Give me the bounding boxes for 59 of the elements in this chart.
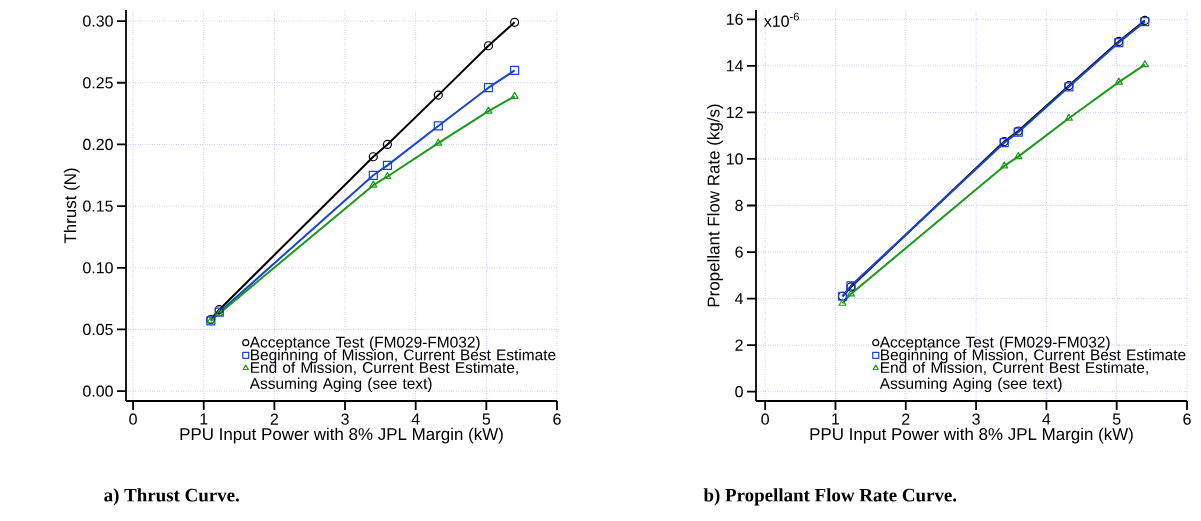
x-tick-label: 4 bbox=[411, 413, 420, 425]
point bbox=[434, 138, 443, 146]
point bbox=[382, 160, 393, 171]
x-tick-label: 4 bbox=[1042, 413, 1051, 425]
point bbox=[369, 180, 378, 188]
x-tick-label: 3 bbox=[972, 413, 980, 425]
point bbox=[1000, 161, 1009, 169]
y-tick-label: 0 bbox=[735, 386, 743, 398]
x-tick-label: 6 bbox=[553, 413, 561, 425]
x-tick-label: 1 bbox=[832, 413, 840, 425]
point bbox=[510, 17, 520, 27]
point bbox=[433, 121, 443, 131]
x-axis-title: PPU Input Power with 8% JPL Margin (kW) bbox=[810, 427, 1133, 444]
x-tick-label: 5 bbox=[1112, 413, 1121, 425]
annotation: x10$^{-6}$ bbox=[764, 12, 799, 27]
y-tick-label: 12 bbox=[726, 106, 743, 118]
x-axis-title: PPU Input Power with 8% JPL Margin (kW) bbox=[180, 427, 503, 444]
point bbox=[382, 139, 393, 150]
x-tick-label: 2 bbox=[270, 413, 279, 425]
point bbox=[368, 170, 378, 180]
point bbox=[483, 41, 494, 51]
x-tick-label: 6 bbox=[1183, 413, 1191, 425]
point bbox=[510, 65, 520, 76]
text: b) Propellant Flow Rate Curve. bbox=[703, 488, 957, 506]
y-tick-label: 0.00 bbox=[83, 385, 113, 397]
y-tick-label: 8 bbox=[735, 199, 743, 212]
y-tick-label: 0.20 bbox=[83, 138, 113, 151]
y-tick-label: 14 bbox=[726, 60, 744, 72]
point bbox=[846, 289, 855, 297]
x-tick-label: 0 bbox=[761, 413, 769, 425]
point bbox=[1114, 77, 1123, 85]
y-tick-label: 6 bbox=[735, 246, 743, 258]
x-tick-label: 0 bbox=[129, 413, 137, 425]
y-tick-label: 2 bbox=[735, 339, 743, 351]
point bbox=[838, 298, 847, 306]
y-tick-label: 0.05 bbox=[83, 323, 113, 336]
y-tick-label: 0.10 bbox=[83, 262, 113, 274]
point bbox=[383, 171, 392, 180]
y-axis-title: Thrust (N) bbox=[63, 168, 80, 244]
y-tick-label: 0.30 bbox=[83, 15, 113, 27]
text: a) Thrust Curve. bbox=[104, 488, 239, 506]
point bbox=[368, 152, 378, 162]
point bbox=[484, 106, 493, 114]
x-tick-label: 1 bbox=[200, 413, 208, 425]
y-tick-label: 0.25 bbox=[83, 77, 113, 89]
x-tick-label: 2 bbox=[902, 413, 910, 425]
point bbox=[433, 90, 443, 100]
point bbox=[1064, 113, 1073, 121]
point bbox=[510, 91, 519, 99]
y-tick-label: 10 bbox=[726, 153, 743, 165]
x-tick-label: 3 bbox=[341, 413, 349, 425]
point bbox=[1014, 152, 1023, 160]
point bbox=[1140, 60, 1149, 68]
y-axis-title: Propellant Flow Rate (kg/s) bbox=[707, 104, 723, 307]
y-tick-label: 4 bbox=[734, 293, 744, 305]
point bbox=[483, 83, 494, 93]
y-tick-label: 16 bbox=[726, 13, 743, 25]
y-tick-label: 0.15 bbox=[83, 200, 113, 212]
x-tick-label: 5 bbox=[482, 413, 491, 425]
